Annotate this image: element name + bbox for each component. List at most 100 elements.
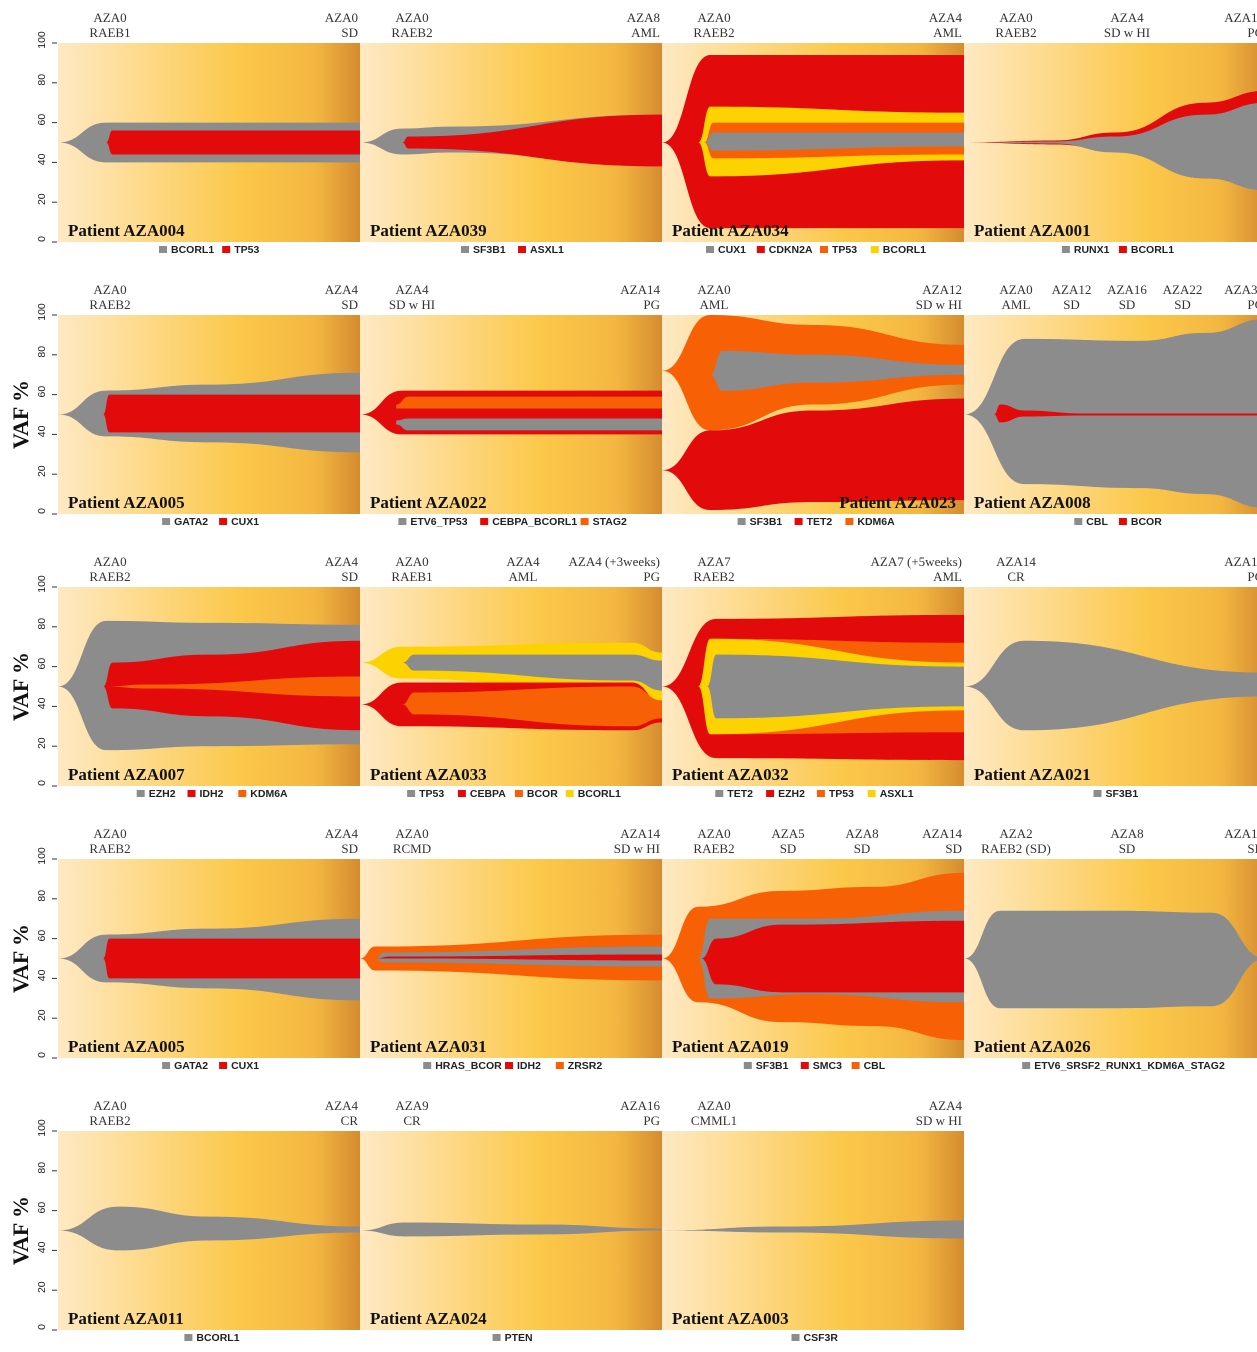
timepoint-code: AZA4 [395,282,429,297]
timepoint-code: AZA0 [395,554,428,569]
legend-label: CDKN2A [769,244,813,256]
legend-label: BCORL1 [883,244,926,256]
y-tick-label: 80 [36,1162,48,1174]
patient-title: Patient AZA022 [370,493,487,512]
y-tick-label: 100 [36,31,48,49]
clone-band [396,418,662,431]
clone-band [701,920,964,993]
timepoint-code: AZA4 [929,1098,963,1113]
patient-title: Patient AZA019 [672,1037,789,1056]
legend-swatch [1022,1062,1031,1069]
timepoint-status: SD [1119,841,1136,856]
timepoint-code: AZA0 [697,10,730,25]
y-axis-label: VAF % [8,924,33,993]
timepoint-code: AZA8 [627,10,660,25]
legend-swatch [791,1334,800,1341]
timepoint-status: AML [1002,297,1031,312]
legend-label: BCORL1 [196,1332,239,1344]
legend: GATA2 CUX1 [162,1060,259,1072]
timepoint-code: AZA8 [1110,826,1143,841]
y-tick-label: 60 [36,114,48,126]
y-axis-label: VAF % [8,1196,33,1265]
legend-label: GATA2 [174,1060,208,1072]
legend-label: CSF3R [804,1332,839,1344]
legend-label: TP53 [234,244,259,256]
legend-label: EZH2 [778,788,805,800]
timepoint-code: AZA0 [999,282,1032,297]
legend-label: CBL [864,1060,886,1072]
patient-title: Patient AZA026 [974,1037,1091,1056]
timepoint-code: AZA14 [620,282,660,297]
legend: SF3B1 TET2 KDM6A [737,516,895,528]
timepoint-status: PG [1247,569,1257,584]
legend-swatch [461,246,469,253]
legend-label: ASXL1 [530,244,564,256]
legend: EZH2 IDH2 KDM6A [136,788,288,800]
y-axis-label: VAF % [8,380,33,449]
legend-swatch [1074,518,1083,525]
legend-label: BCORL1 [1131,244,1174,256]
patient-title: Patient AZA008 [974,493,1091,512]
y-tick-label: 80 [36,618,48,630]
legend-label: SF3B1 [750,516,783,528]
timepoint-code: AZA7 [697,554,731,569]
clone-band [58,1206,360,1251]
legend-label: KDM6A [250,788,288,800]
legend-label: ZRSR2 [568,1060,603,1072]
legend-label: KDM6A [857,516,895,528]
y-tick-label: 40 [36,969,48,981]
y-tick-label: 40 [36,697,48,709]
legend-label: TP53 [829,788,854,800]
y-tick-label: 60 [36,1202,48,1214]
y-tick-label: 100 [36,1119,48,1137]
y-tick-label: 60 [36,658,48,670]
legend-swatch [743,1062,752,1069]
legend-label: TP53 [832,244,857,256]
timepoint-status: RAEB2 [89,569,130,584]
legend-swatch [1118,518,1127,525]
legend-swatch [845,518,854,525]
legend-label: BCOR [1131,516,1162,528]
y-axis: 0 20 40 60 80 100 VAF % [8,1119,57,1331]
timepoint-code: AZA14 [922,826,962,841]
patient-title: Patient AZA004 [68,221,185,240]
legend-swatch [756,246,765,253]
legend-swatch [555,1062,564,1069]
y-tick-label: 0 [36,508,48,514]
clone-band [103,394,361,433]
legend-swatch [1093,790,1102,797]
timepoint-code: AZA4 [325,554,359,569]
timepoint-code: AZA7 (+5weeks) [871,554,962,569]
legend-label: ASXL1 [880,788,914,800]
timepoint-status: AML [933,25,962,40]
timepoint-code: AZA4 [1110,10,1144,25]
legend-label: CUX1 [231,516,259,528]
timepoint-code: AZA4 [325,826,359,841]
timepoint-code: AZA2 [999,826,1032,841]
clone-band [402,114,662,167]
legend: PTEN [492,1332,533,1344]
legend-swatch [794,518,803,525]
timepoint-code: AZA16 [620,1098,660,1113]
patient-title: Patient AZA039 [370,221,487,240]
timepoint-status: AML [700,297,729,312]
legend-label: GATA2 [174,516,208,528]
legend: GATA2 CUX1 [162,516,259,528]
timepoint-status: SD w HI [916,297,962,312]
timepoint-code: AZA0 [395,826,428,841]
legend-swatch [238,790,247,797]
timepoint-code: AZA0 [93,1098,126,1113]
timepoint-status: RAEB1 [391,569,432,584]
clone-band [103,676,361,697]
clone-band [964,910,1257,1009]
y-axis-label: VAF % [8,652,33,721]
legend-label: IDH2 [200,788,224,800]
timepoint-status: RAEB1 [89,25,130,40]
legend-swatch [518,246,526,253]
